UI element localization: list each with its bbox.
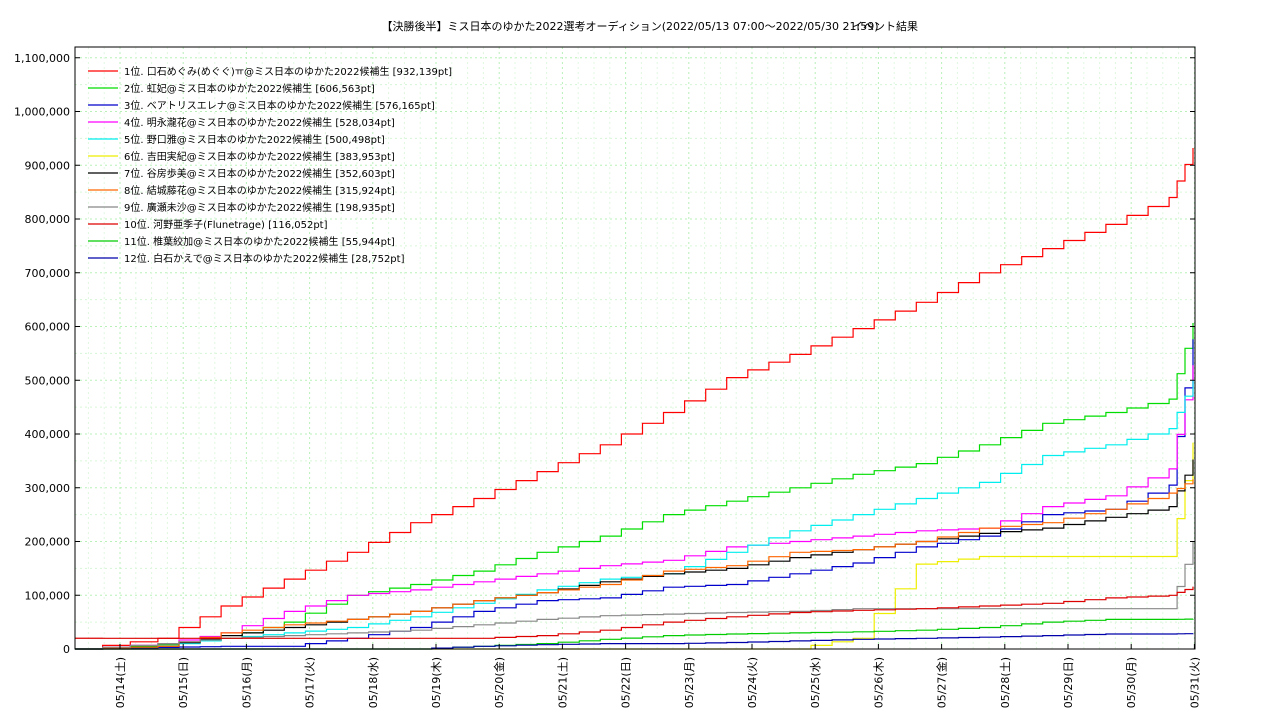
x-tick-label: 05/21(土) <box>556 657 569 708</box>
x-tick-label: 05/25(水) <box>809 657 822 708</box>
x-tick-label: 05/31(火) <box>1188 657 1201 708</box>
y-tick-label: 0 <box>63 643 70 656</box>
y-tick-label: 100,000 <box>25 589 71 602</box>
y-tick-label: 400,000 <box>25 428 71 441</box>
grid <box>75 47 1195 650</box>
x-tick-label: 05/30(月) <box>1125 657 1138 708</box>
x-tick-label: 05/29(日) <box>1062 657 1075 708</box>
series-line <box>75 339 1194 650</box>
x-tick-label: 05/23(月) <box>683 657 696 708</box>
x-tick-label: 05/17(火) <box>304 657 317 708</box>
series-line <box>75 365 1194 650</box>
legend-label: 10位. 河野亜季子(Flunetrage) [116,052pt] <box>124 218 328 231</box>
legend-label: 1位. 口石めぐみ(めぐぐ)ㅠ@ミス日本のゆかた2022候補生 [932,139… <box>124 65 452 78</box>
y-axis: 0 100,000 200,000 300,000 400,000 500,000 600,… <box>14 52 1195 656</box>
legend-label: 9位. 廣瀬未沙@ミス日本のゆかた2022候補生 [198,935pt] <box>124 201 395 214</box>
series-line <box>75 479 1194 650</box>
chart-subtitle: イベント結果 <box>852 19 918 33</box>
series-line <box>75 148 1194 650</box>
x-tick-label: 05/22(日) <box>620 657 633 708</box>
x-tick-label: 05/15(日) <box>177 657 190 708</box>
legend-label: 2位. 虹妃@ミス日本のゆかた2022候補生 [606,563pt] <box>124 82 375 95</box>
legend-label: 5位. 野口雅@ミス日本のゆかた2022候補生 [500,498pt] <box>124 133 385 146</box>
x-tick-label: 05/26(木) <box>872 657 885 708</box>
x-tick-label: 05/16(月) <box>240 657 253 708</box>
series-line <box>75 323 1194 650</box>
y-tick-label: 300,000 <box>25 482 71 495</box>
legend-label: 3位. ベアトリスエレナ@ミス日本のゆかた2022候補生 [576,165pt] <box>124 99 435 112</box>
x-tick-label: 05/28(土) <box>999 657 1012 708</box>
y-tick-label: 900,000 <box>25 159 71 172</box>
series-line <box>75 442 1194 650</box>
x-tick-label: 05/19(木) <box>430 657 443 708</box>
y-tick-label: 500,000 <box>25 374 71 387</box>
series-line <box>75 542 1194 650</box>
x-tick-label: 05/18(水) <box>367 657 380 708</box>
x-tick-label: 05/20(金) <box>492 657 506 708</box>
legend-label: 6位. 吉田実紀@ミス日本のゆかた2022候補生 [383,953pt] <box>124 150 395 163</box>
x-axis: 05/14(土) 05/15(日) 05/16(月) 05/17(火) 05/18(水)… <box>114 644 1201 708</box>
plot-frame <box>74 46 1196 650</box>
legend: 1位. 口石めぐみ(めぐぐ)ㅠ@ミス日本のゆかた2022候補生 [932,139… <box>88 65 452 265</box>
legend-label: 12位. 白石かえで@ミス日本のゆかた2022候補生 [28,752pt] <box>124 252 405 265</box>
y-tick-label: 200,000 <box>25 536 71 549</box>
y-tick-label: 1,000,000 <box>14 106 70 119</box>
x-tick-label: 05/24(火) <box>746 657 759 708</box>
y-tick-label: 1,100,000 <box>14 52 70 65</box>
legend-label: 8位. 結城藤花@ミス日本のゆかた2022候補生 [315,924pt] <box>124 184 395 197</box>
series-line <box>75 586 1194 639</box>
chart-title: 【決勝後半】ミス日本のゆかた2022選考オーディション(2022/05/13 0… <box>382 19 879 33</box>
y-tick-label: 600,000 <box>25 321 71 334</box>
legend-label: 7位. 谷房歩美@ミス日本のゆかた2022候補生 [352,603pt] <box>124 167 395 180</box>
y-tick-label: 800,000 <box>25 213 71 226</box>
x-tick-label: 05/14(土) <box>114 657 127 708</box>
y-tick-label: 700,000 <box>25 267 71 280</box>
legend-label: 11位. 椎葉絞加@ミス日本のゆかた2022候補生 [55,944pt] <box>124 235 395 248</box>
x-tick-label: 05/27(金) <box>935 657 949 708</box>
legend-label: 4位. 明永瀧花@ミス日本のゆかた2022候補生 [528,034pt] <box>124 116 395 129</box>
